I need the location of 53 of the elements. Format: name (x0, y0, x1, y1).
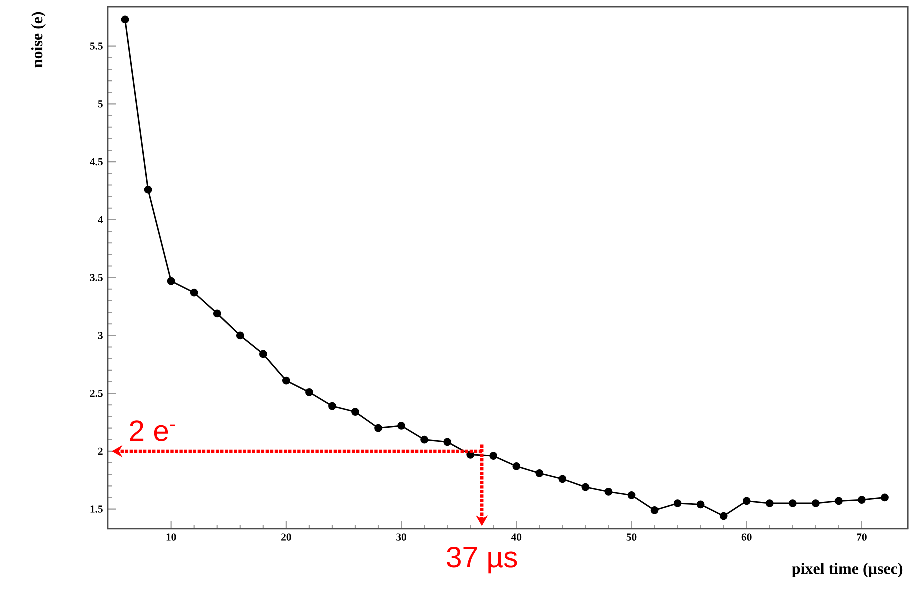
point (420, 436, 428, 444)
point (536, 469, 544, 478)
y-axis-title: noise (e) (31, 12, 46, 68)
point (236, 332, 244, 340)
ref-line-label: 37 µs (447, 547, 518, 574)
point (282, 376, 290, 385)
x-axis-title: pixel time (µsec) (792, 563, 903, 578)
point (167, 277, 176, 286)
point (213, 310, 222, 318)
ref-line-label: 2 e$^{-}$ (130, 420, 176, 442)
y-tick-label: 2 (98, 448, 103, 455)
point (144, 186, 152, 194)
point (444, 438, 452, 446)
y-tick-label: 4.5 (90, 158, 103, 166)
y-tick-label: 1.5 (90, 506, 103, 513)
x-tick-label: 40 (511, 534, 522, 541)
x-tick-label: 50 (626, 534, 637, 541)
point (650, 506, 659, 514)
y-tick-label: 3.5 (90, 274, 103, 282)
point (582, 483, 590, 492)
point (835, 497, 843, 506)
point (858, 496, 866, 504)
y-tick-label: 3 (98, 332, 103, 340)
point (512, 462, 521, 470)
point (766, 500, 774, 508)
point (190, 288, 198, 297)
x-tick-label: 60 (742, 534, 752, 541)
y-tick-label: 2.5 (90, 390, 103, 398)
x-tick-label: 70 (857, 534, 867, 541)
point (881, 494, 889, 502)
point (558, 475, 567, 484)
point (306, 388, 314, 396)
point (490, 452, 498, 460)
point (720, 512, 728, 520)
y-tick-label: 4 (98, 216, 104, 224)
point (259, 350, 268, 358)
point (674, 500, 682, 508)
point (696, 500, 705, 509)
x-tick-label: 20 (282, 534, 292, 541)
point (788, 500, 797, 508)
y-tick-label: 5 (98, 100, 103, 108)
point (604, 488, 613, 496)
point (328, 402, 336, 410)
x-tick-label: 10 (166, 534, 176, 541)
y-tick-label: 5.5 (90, 42, 103, 50)
x-tick-label: 30 (396, 534, 406, 541)
point (374, 424, 382, 432)
point (352, 408, 360, 416)
point (742, 497, 751, 506)
point (398, 422, 406, 430)
point (121, 16, 130, 24)
point (628, 491, 636, 500)
point (812, 500, 820, 508)
